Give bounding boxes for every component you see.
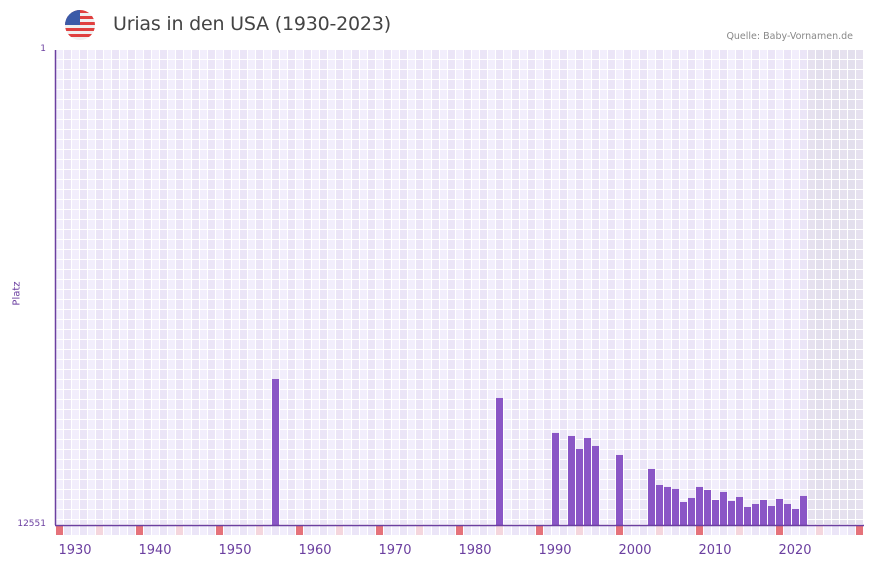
x-tick-label: 1990 [538,543,572,558]
bar-1990 [552,432,559,525]
decade-marker [536,526,543,535]
bar-2002 [648,468,655,525]
bar-1998 [616,454,623,525]
us-flag-icon [65,10,95,40]
x-tick-label: 1960 [298,543,332,558]
decade-marker [56,526,63,535]
bar-2008 [696,486,703,525]
bar-2003 [656,484,663,525]
decade-marker [216,526,223,535]
bar-1995 [592,445,599,525]
x-tick-label: 1950 [218,543,252,558]
decade-marker [776,526,783,535]
bar-2005 [672,488,679,525]
decade-marker [616,526,623,535]
bar-1983 [496,397,503,525]
decade-marker [136,526,143,535]
bar-2012 [728,500,735,525]
bar-2007 [688,497,695,525]
chart-title: Urias in den USA (1930-2023) [113,13,391,35]
bar-2020 [792,508,799,525]
bar-2009 [704,489,711,525]
bar-2014 [744,506,751,525]
bar-1993 [576,449,583,525]
decade-marker [456,526,463,535]
bar-2004 [664,486,671,525]
x-tick-label: 1980 [458,543,492,558]
bar-1992 [568,435,575,525]
bar-2010 [712,499,719,525]
x-tick-label: 1930 [58,543,92,558]
bar-2017 [768,506,775,525]
source-credit: Quelle: Baby-Vornamen.de [726,31,853,42]
decade-marker [376,526,383,535]
decade-marker [856,526,863,535]
x-tick-label: 2000 [618,543,652,558]
x-tick-label: 1970 [378,543,412,558]
bar-1955 [272,379,279,525]
bar-2021 [800,495,807,525]
bar-2015 [752,503,759,525]
x-tick-label: 2020 [778,543,812,558]
x-tick-label: 2010 [698,543,732,558]
bar-2016 [760,499,767,525]
y-tick-bottom: 12551 [17,519,46,529]
decade-marker [296,526,303,535]
bar-2011 [720,491,727,525]
x-tick-label: 1940 [138,543,172,558]
bar-2006 [680,501,687,525]
bar-2019 [784,503,791,525]
bar-2018 [776,498,783,525]
y-tick-top: 1 [40,44,46,54]
decade-marker [696,526,703,535]
bar-1994 [584,437,591,525]
bar-2013 [736,496,743,525]
